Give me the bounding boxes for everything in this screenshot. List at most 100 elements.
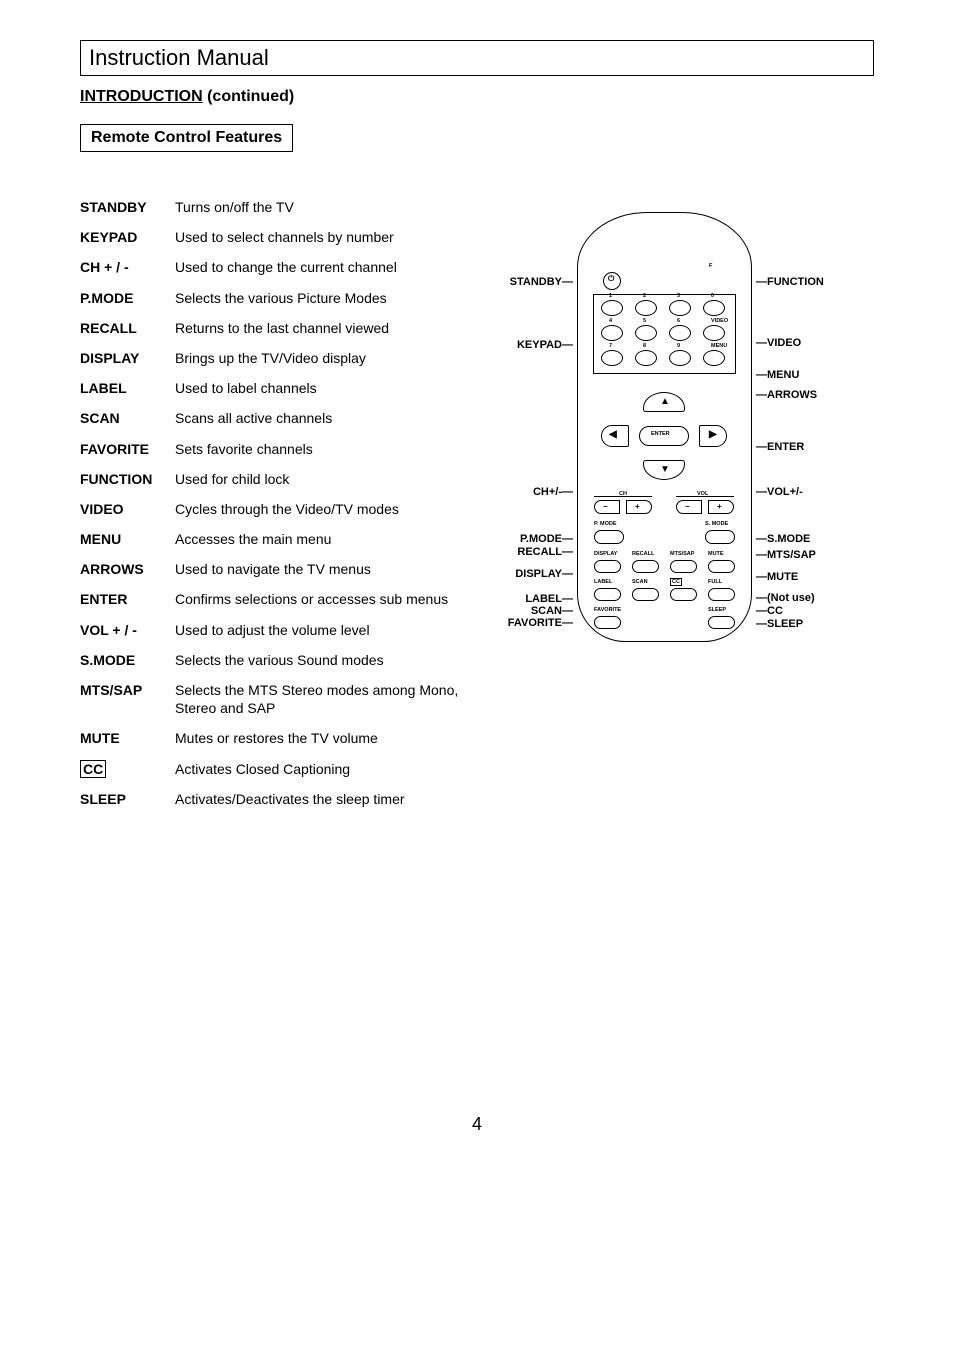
- remote-diagram-wrap: STANDBY—KEYPAD—CH+/-—P.MODE—RECALL—DISPL…: [460, 192, 874, 642]
- feature-key: SCAN: [80, 403, 175, 433]
- feature-key: VIDEO: [80, 494, 175, 524]
- row-button-label: FAVORITE: [594, 608, 621, 614]
- feature-key: SLEEP: [80, 784, 175, 814]
- keypad-button: [703, 350, 725, 366]
- keypad-label: 6: [677, 319, 680, 325]
- feature-row: CH + / -Used to change the current chann…: [80, 252, 460, 282]
- feature-desc: Used to change the current channel: [175, 252, 460, 282]
- feature-row: P.MODESelects the various Picture Modes: [80, 283, 460, 313]
- feature-row: RECALLReturns to the last channel viewed: [80, 313, 460, 343]
- keypad-label: 3: [677, 294, 680, 300]
- feature-key: STANDBY: [80, 192, 175, 222]
- keypad-button: [601, 350, 623, 366]
- callout-label-right: —CC: [756, 606, 783, 617]
- feature-row: FAVORITESets favorite channels: [80, 434, 460, 464]
- feature-key: VOL + / -: [80, 615, 175, 645]
- keypad-button: [601, 325, 623, 341]
- keypad-button: [703, 325, 725, 341]
- keypad-label: 0: [711, 294, 714, 300]
- row-button-label: DISPLAY: [594, 552, 617, 558]
- callout-label-right: —SLEEP: [756, 619, 803, 630]
- row-button: [594, 616, 621, 629]
- feature-key: LABEL: [80, 373, 175, 403]
- keypad-button: [703, 300, 725, 316]
- feature-row: S.MODESelects the various Sound modes: [80, 645, 460, 675]
- arrow-up-icon: ▲: [660, 397, 670, 407]
- row-button: [708, 560, 735, 573]
- feature-desc: Used to select channels by number: [175, 222, 460, 252]
- keypad-label: VIDEO: [711, 319, 728, 325]
- callout-label-right: —VIDEO: [756, 338, 801, 349]
- row-button: [594, 560, 621, 573]
- keypad-label: 2: [643, 294, 646, 300]
- header-title: Instruction Manual: [89, 45, 269, 70]
- callout-label-right: —S.MODE: [756, 534, 810, 545]
- feature-desc: Cycles through the Video/TV modes: [175, 494, 460, 524]
- arrow-left-icon: ◀: [609, 430, 617, 440]
- callout-label-left: SCAN—: [531, 606, 573, 617]
- ch-plus: +: [635, 503, 640, 511]
- callout-label-left: P.MODE—: [520, 534, 573, 545]
- feature-desc: Used to adjust the volume level: [175, 615, 460, 645]
- feature-key: ARROWS: [80, 554, 175, 584]
- keypad-label: 5: [643, 319, 646, 325]
- feature-key: KEYPAD: [80, 222, 175, 252]
- keypad-button: [669, 325, 691, 341]
- callout-label-left: CH+/-—: [533, 487, 573, 498]
- feature-desc: Confirms selections or accesses sub menu…: [175, 584, 460, 614]
- feature-desc: Sets favorite channels: [175, 434, 460, 464]
- feature-desc: Used to navigate the TV menus: [175, 554, 460, 584]
- keypad-label: 7: [609, 344, 612, 350]
- feature-desc: Activates/Deactivates the sleep timer: [175, 784, 460, 814]
- section-heading-suffix: (continued): [203, 88, 295, 105]
- keypad-label: 1: [609, 294, 612, 300]
- feature-row: VOL + / -Used to adjust the volume level: [80, 615, 460, 645]
- feature-desc: Selects the MTS Stereo modes among Mono,…: [175, 675, 460, 723]
- row-button-label: MTS/SAP: [670, 552, 694, 558]
- keypad-button: [601, 300, 623, 316]
- keypad-label: 8: [643, 344, 646, 350]
- feature-row: VIDEOCycles through the Video/TV modes: [80, 494, 460, 524]
- callout-label-right: —ENTER: [756, 442, 804, 453]
- feature-row: FUNCTIONUsed for child lock: [80, 464, 460, 494]
- header-title-bar: Instruction Manual: [80, 40, 874, 76]
- keypad-button: [669, 350, 691, 366]
- keypad-button: [635, 325, 657, 341]
- page-number: 4: [80, 1114, 874, 1135]
- callout-label-left: FAVORITE—: [508, 618, 573, 629]
- feature-desc: Activates Closed Captioning: [175, 754, 460, 784]
- feature-desc: Returns to the last channel viewed: [175, 313, 460, 343]
- feature-key: DISPLAY: [80, 343, 175, 373]
- callout-label-right: —MUTE: [756, 572, 798, 583]
- row-button: [594, 588, 621, 601]
- feature-desc: Selects the various Picture Modes: [175, 283, 460, 313]
- callout-label-left: LABEL—: [525, 594, 573, 605]
- row-button-label: FULL: [708, 580, 722, 586]
- feature-row: CCActivates Closed Captioning: [80, 754, 460, 784]
- feature-key: P.MODE: [80, 283, 175, 313]
- callout-label-right: —FUNCTION: [756, 277, 824, 288]
- sub-heading: Remote Control Features: [80, 124, 293, 152]
- row-button-label: SLEEP: [708, 608, 726, 614]
- power-icon: ⏻: [608, 275, 614, 283]
- callout-label-right: —ARROWS: [756, 390, 817, 401]
- smode-button: [705, 530, 735, 544]
- feature-desc: Accesses the main menu: [175, 524, 460, 554]
- feature-row: KEYPADUsed to select channels by number: [80, 222, 460, 252]
- feature-row: MUTEMutes or restores the TV volume: [80, 723, 460, 753]
- pmode-button: [594, 530, 624, 544]
- remote-body: ⏻ F 1230456VIDEO789MENU ▲ ▼ ◀ ▶ ENTE: [577, 212, 752, 642]
- vol-plus: +: [717, 503, 722, 511]
- arrow-down-icon: ▼: [660, 465, 670, 475]
- callout-label-right: —MENU: [756, 370, 799, 381]
- features-table: STANDBYTurns on/off the TVKEYPADUsed to …: [80, 192, 460, 814]
- row-button: [670, 588, 697, 601]
- feature-row: DISPLAYBrings up the TV/Video display: [80, 343, 460, 373]
- feature-row: SCANScans all active channels: [80, 403, 460, 433]
- feature-desc: Turns on/off the TV: [175, 192, 460, 222]
- callout-label-right: —VOL+/-: [756, 487, 803, 498]
- section-heading-main: INTRODUCTION: [80, 88, 203, 105]
- callout-label-left: DISPLAY—: [515, 569, 573, 580]
- callout-label-right: —(Not use): [756, 593, 815, 604]
- callout-label-left: KEYPAD—: [517, 340, 573, 351]
